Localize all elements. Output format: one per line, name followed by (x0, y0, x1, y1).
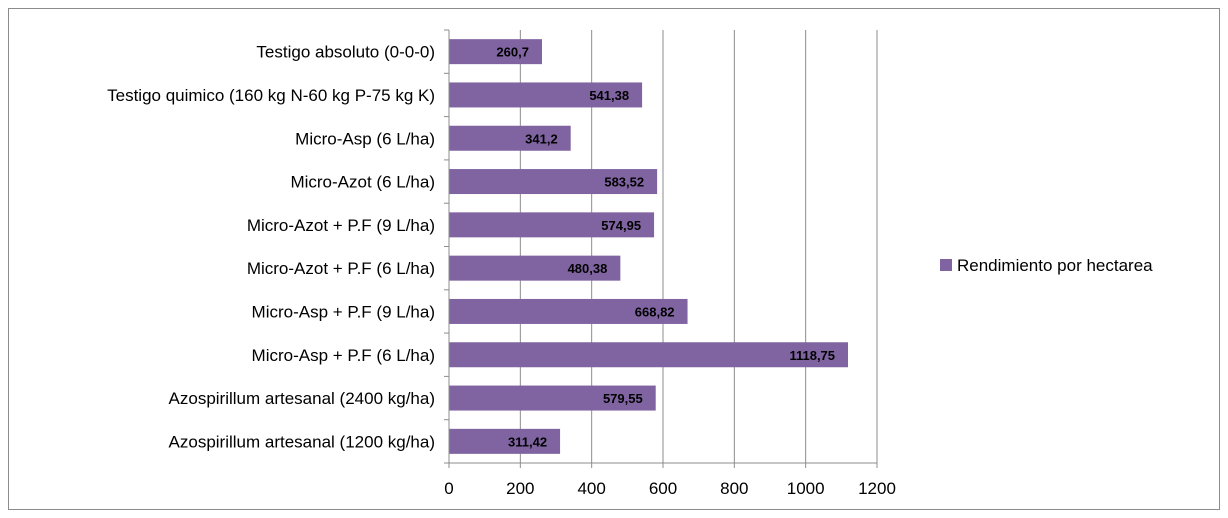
bars (449, 39, 849, 454)
bar (449, 342, 849, 368)
category-label: Micro-Asp (6 L/ha) (295, 129, 435, 148)
data-labels: 260,7 541,38 341,2 583,52 574,95 480,38 668,82… (496, 45, 835, 450)
bar (449, 298, 688, 324)
x-tick-label: 800 (720, 479, 748, 498)
data-label: 1118,75 (789, 348, 835, 363)
bar (449, 385, 656, 411)
data-label: 480,38 (568, 261, 608, 276)
category-labels: Testigo absoluto (0-0-0) Testigo quimico … (107, 43, 435, 452)
data-label: 341,2 (525, 131, 558, 146)
legend-label: Rendimiento por hectarea (957, 256, 1153, 275)
category-label: Testigo absoluto (0-0-0) (256, 43, 435, 62)
category-label: Micro-Asp + P.F (9 L/ha) (252, 302, 435, 321)
x-tick-label: 0 (444, 479, 453, 498)
category-label: Micro-Azot + P.F (6 L/ha) (247, 259, 435, 278)
x-tick-label: 1000 (787, 479, 825, 498)
data-label: 583,52 (604, 175, 644, 190)
data-label: 668,82 (635, 304, 675, 319)
axes (444, 29, 878, 468)
bar (449, 428, 561, 454)
bar (449, 82, 643, 108)
bar (449, 169, 658, 195)
bar (449, 212, 655, 238)
x-tick-label: 1200 (858, 479, 896, 498)
x-tick-label: 400 (577, 479, 605, 498)
x-tick-label: 600 (649, 479, 677, 498)
data-label: 579,55 (603, 391, 643, 406)
category-label: Micro-Azot + P.F (9 L/ha) (247, 216, 435, 235)
category-label: Azospirillum artesanal (2400 kg/ha) (169, 389, 435, 408)
bar (449, 39, 542, 65)
category-label: Micro-Azot (6 L/ha) (290, 173, 435, 192)
category-label: Testigo quimico (160 kg N-60 kg P-75 kg … (107, 86, 435, 105)
legend-swatch (940, 259, 952, 271)
bar (449, 255, 621, 281)
legend: Rendimiento por hectarea (940, 256, 1153, 275)
data-label: 260,7 (496, 45, 529, 60)
category-label: Micro-Asp + P.F (6 L/ha) (252, 346, 435, 365)
x-tick-labels: 0 200 400 600 800 1000 1200 (444, 479, 896, 498)
data-label: 541,38 (589, 88, 629, 103)
data-label: 574,95 (601, 218, 641, 233)
x-tick-label: 200 (506, 479, 534, 498)
data-label: 311,42 (508, 434, 547, 449)
category-label: Azospirillum artesanal (1200 kg/ha) (169, 432, 435, 451)
bar (449, 125, 571, 151)
